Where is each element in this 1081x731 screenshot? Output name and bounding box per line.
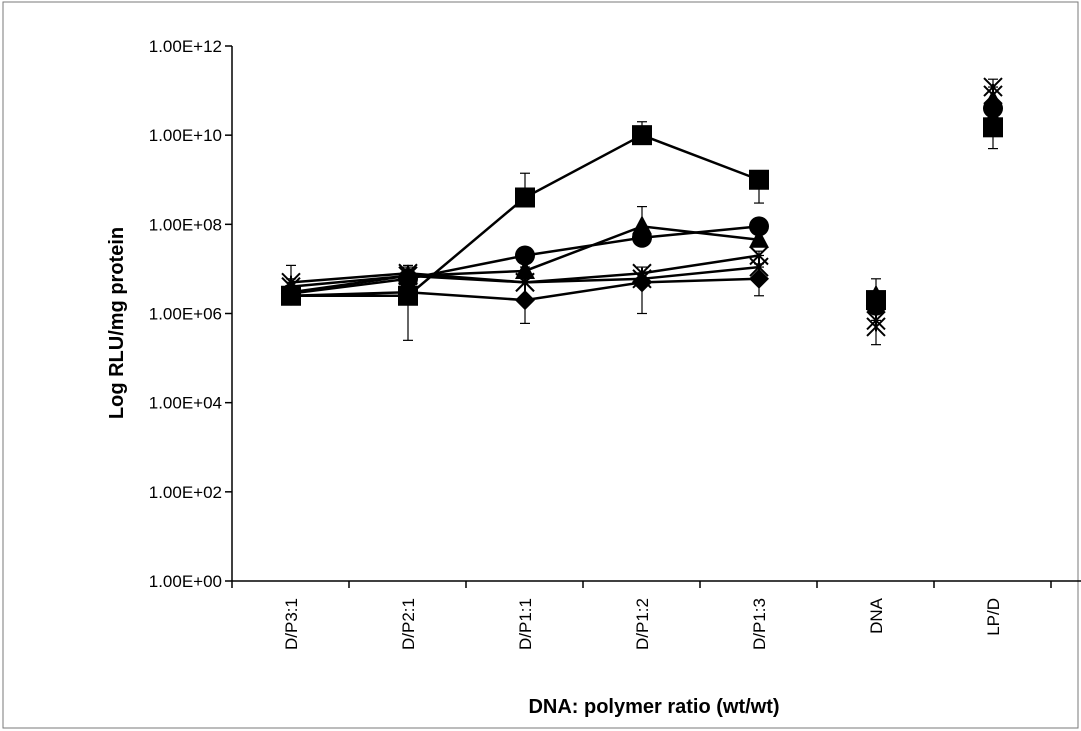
marker-square xyxy=(515,187,535,208)
y-tick-label: 1.00E+08 xyxy=(149,215,222,234)
x-tick-label: DNA xyxy=(867,597,886,634)
marker-diamond xyxy=(983,111,1003,132)
x-tick-label: D/P3:1 xyxy=(282,598,301,650)
x-tick-label: D/P1:3 xyxy=(750,598,769,650)
marker-triangle xyxy=(749,228,769,248)
y-ticks: 1.00E+00 1.00E+02 1.00E+04 1.00E+06 1.00E+08… xyxy=(149,37,232,591)
marker-diamond xyxy=(515,290,535,311)
marker-diamond xyxy=(866,292,886,313)
marker-triangle xyxy=(515,259,535,279)
x-tick-label: LP/D xyxy=(984,598,1003,636)
y-tick-label: 1.00E+04 xyxy=(149,394,222,413)
marker-star xyxy=(983,83,1003,106)
x-tick-label: D/P2:1 xyxy=(399,598,418,650)
marker-diamond xyxy=(281,285,301,306)
y-tick-label: 1.00E+06 xyxy=(149,305,222,324)
marker-square xyxy=(632,125,652,146)
y-tick-label: 1.00E+02 xyxy=(149,483,222,502)
y-axis-title: Log RLU/mg protein xyxy=(106,227,128,419)
marker-triangle xyxy=(632,215,652,235)
marker-circle xyxy=(749,216,769,237)
marker-star xyxy=(866,309,886,332)
marker-diamond xyxy=(632,272,652,293)
y-tick-label: 1.00E+10 xyxy=(149,126,222,145)
marker-diamond xyxy=(398,282,418,303)
x-axis-title: DNA: polymer ratio (wt/wt) xyxy=(528,696,779,718)
marker-star xyxy=(515,271,535,294)
y-tick-label: 1.00E+00 xyxy=(149,572,222,591)
markers xyxy=(281,77,1003,337)
marker-diamond xyxy=(749,268,769,289)
marker-circle xyxy=(515,245,535,266)
x-tick-label: D/P1:2 xyxy=(633,598,652,650)
x-ticks: D/P3:1 D/P2:1 D/P1:1 D/P1:2 D/P1:3 DNA LP/D xyxy=(231,581,1052,650)
marker-square xyxy=(749,169,769,190)
y-tick-label: 1.00E+12 xyxy=(149,37,222,56)
x-tick-label: D/P1:1 xyxy=(516,598,535,650)
